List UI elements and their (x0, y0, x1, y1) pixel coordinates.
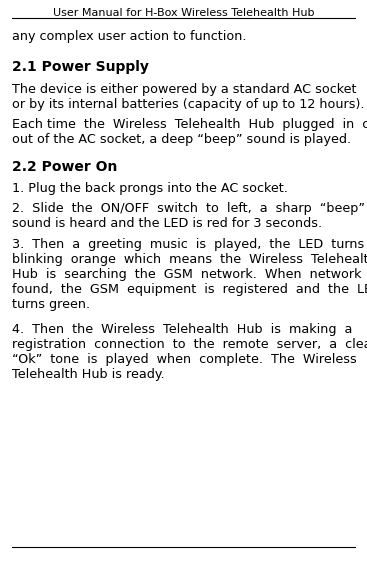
Text: any complex user action to function.: any complex user action to function. (12, 30, 247, 43)
Text: out of the AC socket, a deep “beep” sound is played.: out of the AC socket, a deep “beep” soun… (12, 133, 351, 146)
Text: 1. Plug the back prongs into the AC socket.: 1. Plug the back prongs into the AC sock… (12, 182, 288, 195)
Text: Hub  is  searching  the  GSM  network.  When  network  is: Hub is searching the GSM network. When n… (12, 268, 367, 281)
Text: 2.  Slide  the  ON/OFF  switch  to  left,  a  sharp  “beep”: 2. Slide the ON/OFF switch to left, a sh… (12, 202, 365, 215)
Text: 4.  Then  the  Wireless  Telehealth  Hub  is  making  a: 4. Then the Wireless Telehealth Hub is m… (12, 323, 352, 336)
Text: or by its internal batteries (capacity of up to 12 hours).: or by its internal batteries (capacity o… (12, 98, 364, 111)
Text: User Manual for H-Box Wireless Telehealth Hub: User Manual for H-Box Wireless Telehealt… (53, 8, 314, 18)
Text: registration  connection  to  the  remote  server,  a  clear: registration connection to the remote se… (12, 338, 367, 351)
Text: “Ok”  tone  is  played  when  complete.  The  Wireless: “Ok” tone is played when complete. The W… (12, 353, 357, 366)
Text: 2.1 Power Supply: 2.1 Power Supply (12, 60, 149, 74)
Text: The device is either powered by a standard AC socket: The device is either powered by a standa… (12, 83, 356, 96)
Text: Telehealth Hub is ready.: Telehealth Hub is ready. (12, 368, 165, 381)
Text: Each time  the  Wireless  Telehealth  Hub  plugged  in  or: Each time the Wireless Telehealth Hub pl… (12, 118, 367, 131)
Text: 2.2 Power On: 2.2 Power On (12, 160, 117, 174)
Text: sound is heard and the LED is red for 3 seconds.: sound is heard and the LED is red for 3 … (12, 217, 322, 230)
Text: found,  the  GSM  equipment  is  registered  and  the  LED: found, the GSM equipment is registered a… (12, 283, 367, 296)
Text: blinking  orange  which  means  the  Wireless  Telehealth: blinking orange which means the Wireless… (12, 253, 367, 266)
Text: -3-: -3- (175, 564, 192, 565)
Text: turns green.: turns green. (12, 298, 90, 311)
Text: 3.  Then  a  greeting  music  is  played,  the  LED  turns: 3. Then a greeting music is played, the … (12, 238, 364, 251)
